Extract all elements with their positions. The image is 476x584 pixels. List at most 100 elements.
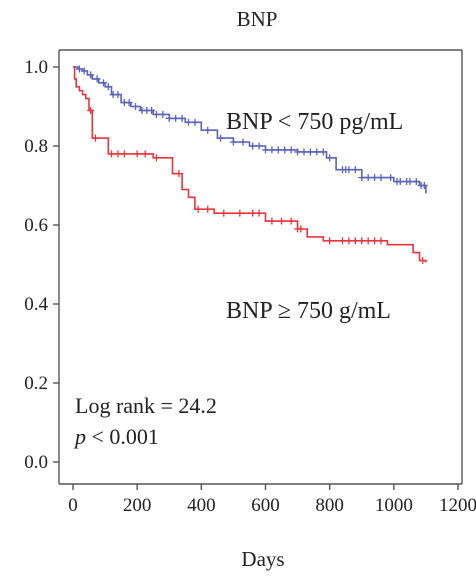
censor-mark (204, 205, 212, 213)
series-line-1 (73, 66, 427, 263)
x-axis-label: Days (241, 547, 284, 571)
censor-mark (99, 79, 107, 87)
y-tick-label: 0.4 (24, 294, 48, 315)
censor-mark (420, 182, 428, 189)
censor-mark (172, 114, 180, 122)
censor-mark (114, 91, 122, 99)
p-value-annotation: p < 0.001 (73, 424, 159, 449)
censor-mark (217, 134, 225, 142)
censor-mark (75, 65, 83, 73)
censor-mark (306, 148, 314, 156)
censor-mark (268, 146, 276, 154)
censor-mark (300, 148, 308, 156)
x-tick-label: 0 (68, 495, 78, 516)
censor-mark (220, 209, 228, 217)
censor-mark (133, 150, 141, 158)
censor-mark (249, 142, 257, 150)
censor-mark (194, 205, 202, 213)
censor-mark (114, 150, 122, 158)
censor-mark (406, 178, 414, 186)
log-rank-annotation: Log rank = 24.2 (75, 393, 217, 418)
y-axis-ticks: 0.0 0.2 0.4 0.6 0.8 1.0 (24, 57, 59, 473)
x-axis-ticks: 0 200 400 600 800 1000 1200 (68, 484, 476, 516)
censor-mark (419, 257, 427, 265)
censor-mark (294, 148, 302, 156)
censor-mark (274, 146, 282, 154)
censor-mark (178, 114, 186, 122)
censor-mark (239, 138, 247, 146)
plot-area (58, 49, 463, 485)
x-tick-label: 1200 (439, 495, 476, 516)
chart-title: BNP (237, 7, 278, 31)
censor-mark (236, 209, 244, 217)
censor-mark (339, 237, 346, 245)
x-tick-label: 600 (251, 495, 280, 516)
y-tick-label: 0.0 (24, 452, 48, 473)
censor-mark (204, 126, 212, 134)
series-label-bnp-low: BNP < 750 pg/mL (226, 109, 403, 135)
censor-mark (351, 166, 359, 174)
censor-mark (345, 166, 353, 174)
censor-mark (262, 146, 269, 154)
censor-mark (364, 174, 372, 182)
censor-mark (148, 106, 156, 114)
censor-mark (108, 150, 115, 158)
series-label-bnp-high: BNP ≥ 750 g/mL (226, 298, 391, 324)
censor-mark (319, 148, 327, 156)
x-tick-label: 800 (315, 495, 344, 516)
censor-mark (80, 67, 88, 75)
y-tick-label: 0.2 (24, 373, 48, 394)
censor-mark (159, 110, 167, 118)
censor-mark (255, 142, 263, 150)
censor-mark (351, 237, 359, 245)
censor-mark (165, 114, 173, 122)
censor-mark (185, 118, 192, 126)
censor-mark (345, 237, 353, 245)
censor-mark (175, 170, 183, 178)
censor-mark (278, 217, 286, 225)
censor-mark (152, 154, 160, 162)
censor-mark (313, 148, 321, 156)
p-letter: p (73, 424, 86, 449)
censor-mark (287, 217, 295, 225)
censor-mark (412, 178, 420, 186)
censor-mark (326, 154, 334, 162)
censor-mark (396, 178, 404, 186)
censor-mark (93, 75, 101, 83)
censor-mark (152, 110, 160, 118)
censor-mark (287, 146, 295, 154)
y-tick-label: 0.8 (24, 136, 48, 157)
censor-mark (191, 118, 199, 126)
censor-mark (132, 103, 140, 110)
censor-mark (371, 174, 379, 182)
censor-mark (377, 237, 385, 245)
censor-mark (387, 174, 395, 182)
censor-mark (364, 237, 372, 245)
censor-mark (297, 225, 305, 233)
censor-mark (377, 174, 385, 182)
x-tick-label: 200 (123, 495, 152, 516)
censor-mark (255, 209, 263, 217)
censor-mark (371, 237, 379, 245)
series-layer (73, 65, 428, 265)
y-tick-label: 0.6 (24, 215, 48, 236)
censor-mark (125, 99, 133, 107)
censor-mark (358, 174, 366, 182)
censor-mark (229, 138, 237, 146)
x-tick-label: 1000 (375, 495, 413, 516)
censor-mark (87, 106, 95, 114)
censor-mark (87, 71, 95, 79)
censor-mark (281, 146, 289, 154)
p-value-text: < 0.001 (86, 424, 159, 449)
y-tick-label: 1.0 (24, 57, 48, 78)
censor-mark (268, 217, 276, 225)
censor-mark (326, 237, 334, 245)
x-tick-label: 400 (187, 495, 216, 516)
censor-mark (141, 150, 149, 158)
censor-mark (358, 237, 366, 245)
censor-mark (120, 150, 128, 158)
censor-mark (104, 83, 112, 91)
censor-mark (91, 134, 99, 142)
censor-mark (249, 209, 257, 217)
